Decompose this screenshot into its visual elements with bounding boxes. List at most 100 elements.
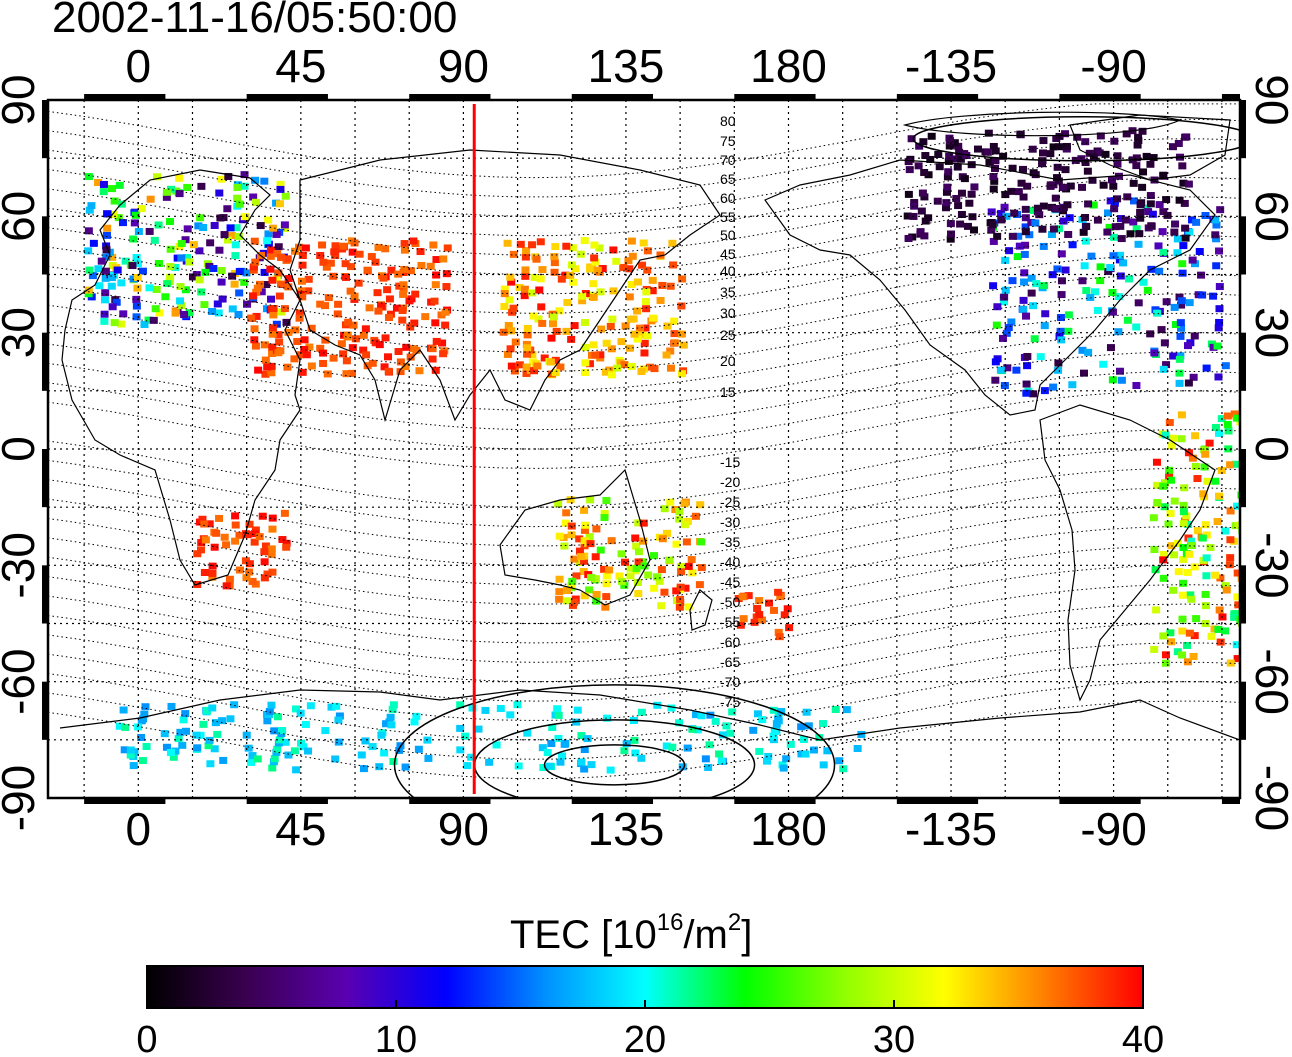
tec-tile bbox=[339, 242, 348, 250]
tec-tile bbox=[426, 262, 435, 270]
tec-tile bbox=[1057, 291, 1066, 299]
tec-tile bbox=[177, 240, 186, 248]
tec-tile bbox=[267, 701, 276, 709]
tec-tile bbox=[223, 236, 232, 244]
tec-tile bbox=[1259, 468, 1267, 475]
tec-tile bbox=[567, 531, 576, 539]
tec-tile bbox=[522, 369, 531, 377]
contour-label: 20 bbox=[720, 353, 736, 369]
tec-tile bbox=[1182, 133, 1191, 141]
tec-tile bbox=[179, 716, 188, 724]
tec-tile bbox=[591, 553, 600, 561]
tec-tile bbox=[242, 731, 251, 739]
tec-tile bbox=[1081, 237, 1090, 245]
tec-tile bbox=[1180, 484, 1189, 492]
tec-tile bbox=[151, 305, 160, 313]
tec-tile bbox=[149, 316, 158, 324]
tec-tile bbox=[1123, 316, 1132, 324]
tec-tile bbox=[680, 500, 689, 508]
tec-tile bbox=[321, 302, 330, 310]
tec-tile bbox=[1157, 326, 1166, 334]
tec-tile bbox=[266, 246, 275, 254]
tec-tile bbox=[1202, 554, 1211, 562]
tec-tile bbox=[580, 592, 589, 600]
tec-tile bbox=[232, 224, 241, 232]
tec-tile bbox=[1147, 222, 1156, 230]
tec-tile bbox=[415, 367, 424, 375]
tec-tile bbox=[643, 332, 652, 340]
tec-tile bbox=[441, 308, 450, 316]
tec-tile bbox=[1226, 507, 1235, 515]
tec-tile bbox=[108, 303, 117, 311]
tec-tile bbox=[1153, 498, 1162, 506]
tec-tile bbox=[924, 214, 933, 222]
tec-tile bbox=[392, 304, 401, 312]
tec-tile bbox=[1175, 196, 1184, 204]
tec-tile bbox=[1007, 187, 1016, 195]
tec-tile bbox=[1150, 546, 1159, 554]
tec-tile bbox=[607, 345, 616, 353]
tec-tile bbox=[679, 341, 688, 349]
tec-tile bbox=[1056, 314, 1065, 322]
tec-tile bbox=[675, 515, 684, 523]
contour-label: -45 bbox=[720, 574, 740, 590]
tec-tile bbox=[226, 715, 235, 723]
tec-tile bbox=[359, 346, 368, 354]
tec-tile bbox=[1099, 360, 1108, 368]
tec-tile bbox=[1201, 620, 1210, 628]
tec-tile bbox=[1178, 627, 1187, 635]
tec-tile bbox=[1269, 638, 1277, 645]
colorbar: TEC [1016/m2] 0 10 20 30 40 bbox=[136, 909, 1164, 1057]
tec-tile bbox=[785, 624, 794, 632]
tec-tile bbox=[987, 208, 996, 216]
tec-tile bbox=[600, 509, 609, 517]
frame-bar bbox=[42, 565, 48, 624]
tec-tile bbox=[272, 275, 281, 283]
tec-tile bbox=[921, 152, 930, 160]
tec-tile bbox=[296, 351, 305, 359]
tec-tile bbox=[528, 241, 537, 249]
contour-label: -50 bbox=[720, 594, 740, 610]
tec-tile bbox=[538, 319, 547, 327]
tec-tile bbox=[739, 615, 748, 623]
tec-tile bbox=[242, 574, 251, 582]
tec-tile bbox=[1187, 595, 1196, 603]
tec-tile bbox=[650, 552, 659, 560]
tec-tile bbox=[234, 232, 243, 240]
tec-tile bbox=[373, 289, 382, 297]
tec-tile bbox=[208, 307, 217, 315]
tec-tile bbox=[200, 568, 209, 576]
tec-tile bbox=[284, 751, 293, 759]
tec-tile bbox=[196, 731, 205, 739]
tec-tile bbox=[298, 293, 307, 301]
tec-tile bbox=[1078, 346, 1087, 354]
tec-tile bbox=[1155, 267, 1164, 275]
tec-tile bbox=[194, 222, 203, 230]
tec-tile bbox=[177, 302, 186, 310]
tec-tile bbox=[1054, 225, 1063, 233]
tec-tile bbox=[277, 280, 286, 288]
tec-tile bbox=[633, 278, 642, 286]
contour-label: 65 bbox=[720, 171, 736, 187]
tec-tile bbox=[280, 221, 289, 229]
mlat-contour bbox=[48, 487, 1240, 566]
tec-tile bbox=[1230, 410, 1239, 418]
tec-tile bbox=[1167, 638, 1176, 646]
tec-tile bbox=[1160, 339, 1169, 347]
tec-tile bbox=[562, 242, 571, 250]
tec-tile bbox=[95, 282, 104, 290]
tec-tile bbox=[243, 531, 252, 539]
tec-tile bbox=[298, 261, 307, 269]
tec-tile bbox=[230, 701, 239, 709]
tec-tile bbox=[1080, 262, 1089, 270]
tec-tile bbox=[577, 732, 586, 740]
tec-tile bbox=[1041, 310, 1050, 318]
magnetic-latitude-contours bbox=[48, 100, 1240, 798]
tec-tile bbox=[1212, 262, 1221, 270]
tec-tile bbox=[399, 285, 408, 293]
tec-tile bbox=[715, 750, 724, 758]
tec-tile bbox=[1056, 327, 1065, 335]
tec-tile bbox=[1031, 171, 1040, 179]
tec-tile bbox=[213, 730, 222, 738]
tec-tile bbox=[1176, 352, 1185, 360]
